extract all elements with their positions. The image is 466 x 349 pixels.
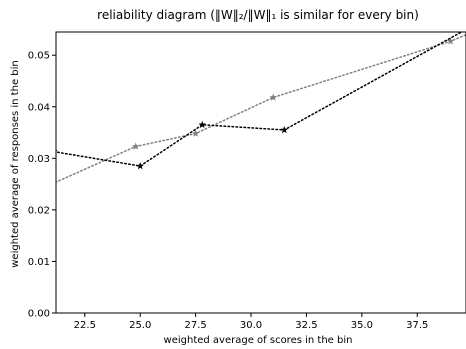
x-tick-label-1: 22.5 (74, 320, 96, 331)
series-layer (48, 32, 466, 187)
series-2-point-2 (136, 162, 145, 170)
x-tick-label-5: 32.5 (295, 320, 317, 331)
y-tick-label-5: 0.04 (28, 102, 50, 113)
x-tick-label-3: 27.5 (184, 320, 206, 331)
x-tick-label-4: 30.0 (240, 320, 262, 331)
x-tick-label-2: 25.0 (129, 320, 151, 331)
series-1-point-5 (446, 37, 455, 45)
series-1-point-1 (48, 180, 56, 187)
y-tick-label-4: 0.03 (28, 154, 50, 165)
series-1-line (56, 33, 466, 183)
y-axis-label: weighted average of responses in the bin (10, 60, 21, 268)
x-axis-label: weighted average of scores in the bin (164, 335, 353, 346)
series-1-point-3 (191, 129, 200, 137)
plot-frame (55, 31, 466, 314)
y-tick-label-1: 0.00 (28, 309, 50, 320)
y-tick-label-2: 0.01 (28, 257, 50, 268)
series-2-point-4 (280, 125, 289, 134)
series-2-line (56, 32, 464, 167)
chart-title: reliability diagram (‖W‖₂/‖W‖₁ is simila… (97, 8, 419, 22)
y-tick-label-3: 0.02 (28, 205, 50, 216)
series-1-point-4 (269, 93, 277, 101)
x-tick-label-6: 35.0 (351, 320, 373, 331)
plot-area: 22.5 25.0 27.5 30.0 32.5 35.0 37.5 0.00 0.01 0.02… (28, 31, 466, 331)
y-tick-label-6: 0.05 (28, 51, 50, 62)
x-tick-label-7: 37.5 (406, 320, 428, 331)
series-2-point-3 (198, 120, 207, 129)
series-1-point-2 (131, 142, 140, 150)
